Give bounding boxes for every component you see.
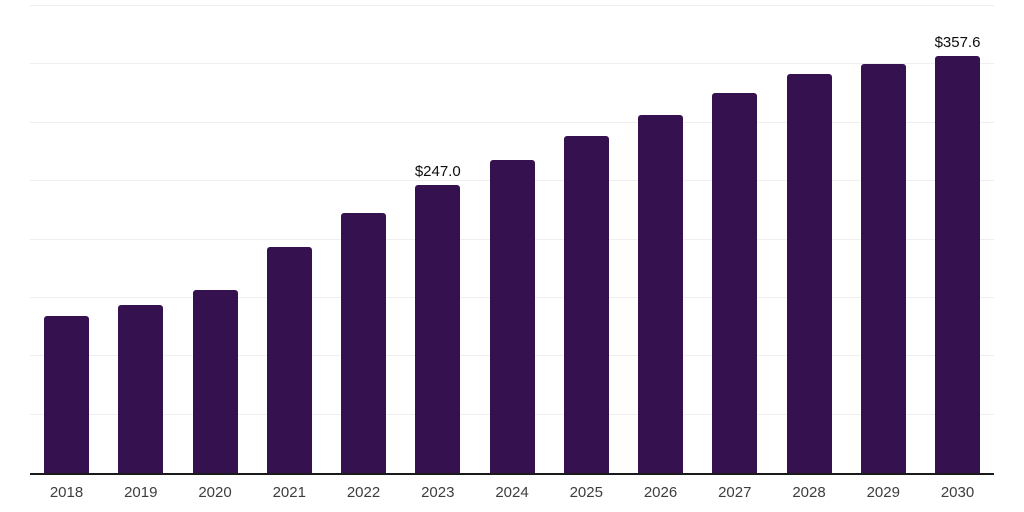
x-tick-2030: 2030: [940, 484, 975, 501]
gridline-300: [30, 121, 994, 123]
bar-2018: [44, 315, 89, 473]
bar-2027: [712, 92, 758, 473]
bar-2021: [266, 246, 312, 473]
data-label-2030: $357.6: [934, 33, 981, 51]
x-tick-2022: 2022: [346, 484, 381, 501]
bar-2028: [786, 74, 832, 473]
x-tick-2019: 2019: [124, 484, 158, 501]
bar-column-2023: $247.0: [414, 162, 461, 473]
bar-2020: [192, 289, 238, 473]
bar-2019: [118, 304, 164, 473]
data-label-2023: $247.0: [414, 162, 461, 180]
bar-2024: [489, 160, 535, 473]
bar-2029: [860, 64, 906, 473]
x-tick-2024: 2024: [495, 484, 529, 501]
bar-column-2022: [341, 213, 386, 473]
bar-column-2024: [489, 160, 535, 473]
bar-column-2020: [192, 289, 238, 473]
bar-column-2025: [563, 136, 609, 473]
bar-2025: [563, 136, 609, 473]
gridline-350: [30, 63, 994, 65]
bar-chart: $247.0 $357.6 2018 2019 2020 2021 2022 2023 202…: [30, 5, 994, 501]
bar-column-2026: [638, 115, 683, 473]
bar-column-2030: $357.6: [935, 35, 980, 473]
x-tick-2028: 2028: [792, 484, 826, 501]
x-tick-2023: 2023: [421, 484, 455, 501]
bar-column-2028: [786, 74, 832, 473]
bar-column-2029: [860, 64, 906, 473]
bar-2030: [935, 55, 980, 473]
x-tick-2021: 2021: [272, 484, 306, 501]
bar-column-2021: [266, 246, 312, 473]
bar-2023: [415, 184, 461, 473]
bar-2022: [341, 213, 386, 473]
x-tick-2025: 2025: [569, 484, 603, 501]
plot-area: $247.0 $357.6: [30, 5, 994, 475]
bar-column-2019: [118, 304, 164, 473]
x-tick-2020: 2020: [198, 484, 232, 501]
x-tick-2027: 2027: [718, 484, 752, 501]
gridline-400: [30, 5, 994, 6]
x-tick-2026: 2026: [643, 484, 678, 501]
bar-2026: [638, 115, 683, 473]
bars-layer: $247.0 $357.6: [30, 6, 994, 473]
x-axis-labels: 2018 2019 2020 2021 2022 2023 2024 2025 2026 2027…: [30, 484, 994, 501]
bar-column-2018: [44, 315, 89, 473]
x-tick-2029: 2029: [866, 484, 900, 501]
x-tick-2018: 2018: [49, 484, 84, 501]
bar-column-2027: [712, 92, 758, 473]
